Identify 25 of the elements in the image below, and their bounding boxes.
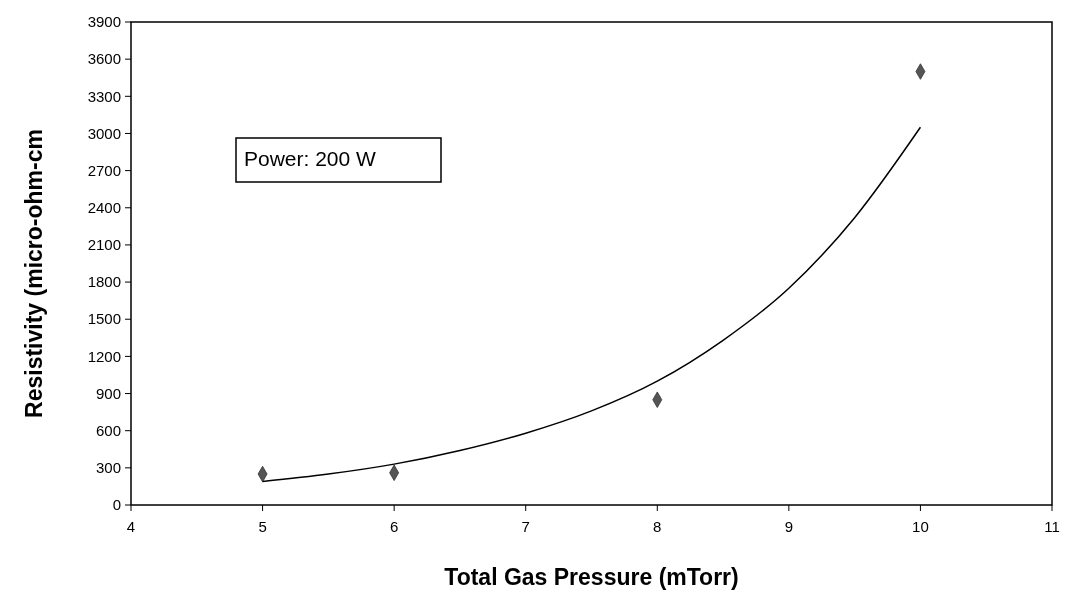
y-tick-label: 2100: [87, 236, 121, 254]
x-tick-label: 8: [653, 518, 662, 535]
x-tick-label: 10: [912, 518, 929, 535]
annotation: Power: 200 W: [244, 147, 377, 170]
y-tick-label: 1500: [87, 310, 121, 328]
y-tick-label: 3900: [87, 13, 121, 31]
x-tick-label: 11: [1044, 518, 1060, 535]
y-tick-label: 3300: [87, 87, 121, 105]
y-tick-label: 2700: [87, 161, 121, 179]
x-tick-label: 7: [521, 518, 530, 535]
y-tick-label: 3000: [87, 124, 121, 142]
y-tick-label: 2400: [87, 199, 121, 217]
y-tick-label: 1800: [87, 273, 121, 291]
y-tick-label: 600: [95, 421, 121, 439]
x-axis-title: Total Gas Pressure (mTorr): [444, 564, 739, 590]
y-tick-label: 3600: [87, 50, 121, 68]
x-tick-label: 5: [258, 518, 267, 535]
y-tick-label: 300: [95, 459, 121, 477]
y-tick-label: 1200: [87, 347, 121, 365]
x-tick-label: 4: [126, 518, 136, 535]
y-axis-title: Resistivity (micro-ohm-cm: [21, 129, 47, 418]
x-tick-label: 6: [389, 518, 399, 535]
y-tick-label: 900: [95, 384, 121, 402]
y-tick-label: 0: [112, 496, 121, 514]
x-tick-label: 9: [784, 518, 794, 535]
